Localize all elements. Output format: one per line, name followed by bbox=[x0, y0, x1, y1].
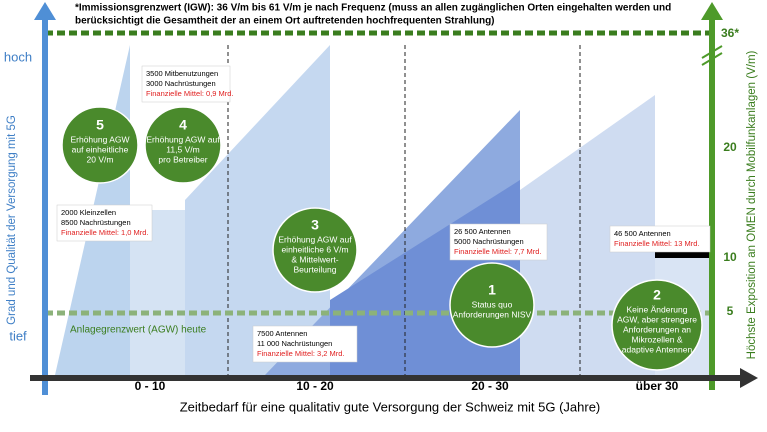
right-axis-title: Höchste Exposition an OMEN durch Mobilfu… bbox=[746, 50, 758, 359]
scenario-number: 4 bbox=[179, 117, 187, 133]
info-funding: Finanzielle Mittel: 1,0 Mrd. bbox=[61, 228, 149, 237]
scenario-text: Keine Änderung bbox=[627, 304, 688, 314]
scenario-text: Erhöhung AGW auf bbox=[146, 134, 220, 144]
info-funding: Finanzielle Mittel: 13 Mrd. bbox=[614, 239, 699, 248]
note: *Immissionsgrenzwert (IGW): 36 V/m bis 6… bbox=[75, 3, 671, 14]
scenario-text: Status quo bbox=[472, 299, 513, 309]
coverage-shape bbox=[185, 45, 330, 375]
scenario-text: adaptive Antennen bbox=[622, 344, 693, 354]
axis-break bbox=[701, 45, 723, 59]
scenario-text: Mikrozellen & bbox=[631, 334, 682, 344]
info-box bbox=[609, 225, 711, 253]
coverage-edge bbox=[655, 252, 710, 258]
note: berücksichtigt die Gesamtheit der an ein… bbox=[75, 16, 495, 27]
info-box bbox=[449, 223, 548, 261]
scenario-text: auf einheitliche bbox=[72, 144, 129, 154]
scenario-text: Beurteilung bbox=[293, 264, 336, 274]
scenario-circle bbox=[61, 106, 139, 184]
info-funding: Finanzielle Mittel: 3,2 Mrd. bbox=[257, 349, 345, 358]
scenario-circle bbox=[611, 279, 703, 371]
low-label: tief bbox=[9, 328, 27, 343]
scenario-text: einheitliche 6 V/m bbox=[281, 244, 348, 254]
x-axis-arrow bbox=[740, 368, 758, 388]
x-axis-title: Zeitbedarf für eine qualitativ gute Vers… bbox=[180, 399, 601, 414]
info-text: 26 500 Antennen bbox=[454, 227, 511, 236]
right-axis-arrow bbox=[701, 2, 723, 20]
info-text: 5000 Nachrüstungen bbox=[454, 237, 524, 246]
info-text: 46 500 Antennen bbox=[614, 229, 671, 238]
scenario-number: 1 bbox=[488, 282, 496, 298]
baseline-label: Anlagegrenzwert (AGW) heute bbox=[70, 325, 207, 336]
separators bbox=[227, 45, 581, 375]
scenario-number: 3 bbox=[311, 217, 319, 233]
info-funding: Finanzielle Mittel: 7,7 Mrd. bbox=[454, 247, 542, 256]
scenario-text: 20 V/m bbox=[87, 154, 114, 164]
x-category: über 30 bbox=[636, 379, 679, 393]
info-text: 11 000 Nachrüstungen bbox=[257, 339, 332, 348]
x-category: 10 - 20 bbox=[296, 379, 334, 393]
right-tick: 36* bbox=[721, 26, 739, 40]
info-box bbox=[252, 325, 358, 363]
scenario-text: Anforderungen NISV bbox=[453, 309, 532, 319]
scenario-number: 5 bbox=[96, 117, 104, 133]
info-text: 3500 Mitbenutzungen bbox=[146, 69, 218, 78]
scenario-text: AGW, aber strengere bbox=[617, 314, 697, 324]
scenario-circle bbox=[449, 262, 535, 348]
coverage-shape bbox=[130, 210, 185, 375]
axis-break bbox=[701, 52, 723, 66]
info-text: 3000 Nachrüstungen bbox=[146, 79, 216, 88]
scenario-text: pro Betreiber bbox=[158, 154, 207, 164]
info-box bbox=[141, 65, 231, 103]
x-category: 0 - 10 bbox=[135, 379, 166, 393]
left-axis-arrow bbox=[34, 2, 56, 20]
scenario-circle bbox=[144, 106, 222, 184]
scenario-circle bbox=[272, 207, 358, 293]
right-tick: 20 bbox=[723, 140, 737, 154]
right-tick: 5 bbox=[727, 304, 734, 318]
right-tick: 10 bbox=[723, 250, 737, 264]
info-text: 8500 Nachrüstungen bbox=[61, 218, 131, 227]
info-text: 2000 Kleinzellen bbox=[61, 208, 116, 217]
scenario-text: 11,5 V/m bbox=[166, 144, 199, 154]
high-label: hoch bbox=[4, 49, 32, 64]
info-text: 7500 Antennen bbox=[257, 329, 307, 338]
info-box bbox=[56, 204, 153, 242]
scenario-number: 2 bbox=[653, 287, 661, 303]
scenario-text: & Mittelwert- bbox=[291, 254, 338, 264]
scenario-text: Anforderungen an bbox=[623, 324, 691, 334]
left-axis-title: Grad und Qualität der Versorgung mit 5G bbox=[6, 115, 18, 325]
info-funding: Finanzielle Mittel: 0,9 Mrd. bbox=[146, 89, 234, 98]
x-category: 20 - 30 bbox=[471, 379, 509, 393]
scenario-text: Erhöhung AGW auf bbox=[278, 234, 352, 244]
scenario-text: Erhöhung AGW bbox=[70, 134, 129, 144]
